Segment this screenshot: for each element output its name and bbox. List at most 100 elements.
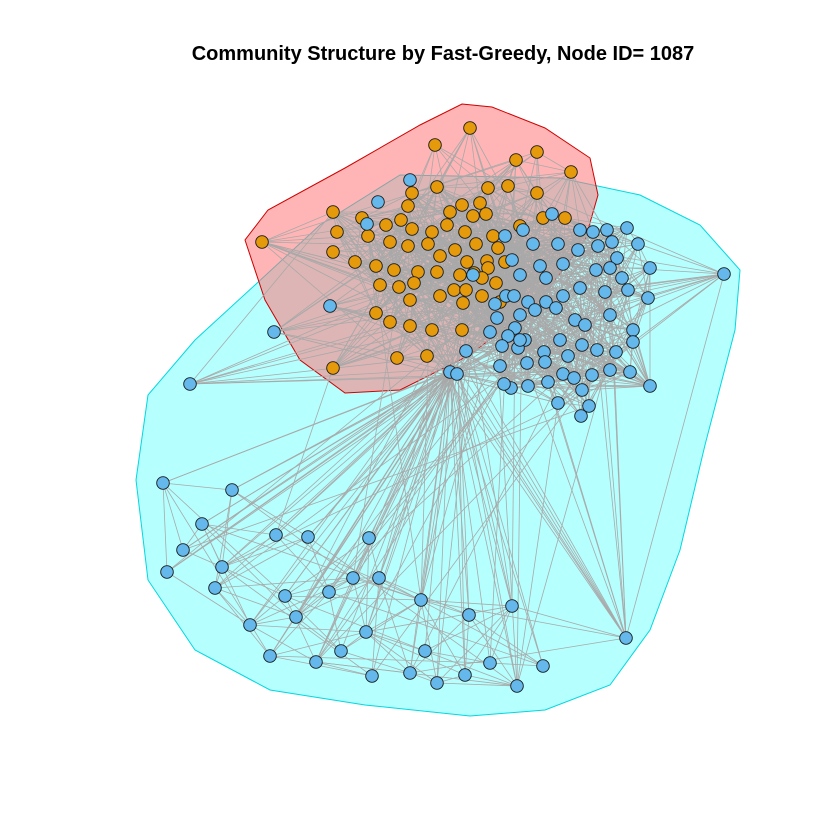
node-community-blue — [573, 281, 587, 295]
edge — [368, 537, 380, 579]
edge — [269, 591, 330, 657]
node-community-blue — [623, 365, 637, 379]
node-community-orange — [455, 323, 469, 337]
edge — [166, 265, 541, 573]
node-community-blue — [556, 257, 570, 271]
edge — [295, 616, 342, 652]
edge — [249, 624, 317, 663]
edge — [182, 269, 597, 551]
edge — [182, 371, 451, 551]
edge — [315, 577, 380, 663]
node-community-blue — [225, 483, 239, 497]
node-community-blue — [539, 295, 553, 309]
edge — [284, 537, 370, 597]
edge — [365, 367, 459, 633]
node-community-blue — [156, 476, 170, 490]
edge — [409, 299, 428, 357]
node-community-blue — [538, 355, 552, 369]
node-community-blue — [526, 237, 540, 251]
edge — [417, 271, 627, 639]
edge — [329, 305, 463, 331]
edge — [332, 286, 400, 369]
node-community-blue — [372, 571, 386, 585]
node-community-orange — [433, 249, 447, 263]
node-community-blue — [458, 668, 472, 682]
edge — [489, 159, 517, 664]
node-community-blue — [578, 318, 592, 332]
edge — [315, 351, 617, 663]
node-community-blue — [573, 223, 587, 237]
node-community-blue — [450, 367, 464, 381]
node-community-blue — [582, 399, 596, 413]
edge — [562, 295, 575, 379]
node-community-blue — [600, 223, 614, 237]
edge — [609, 314, 651, 387]
edge — [328, 577, 380, 593]
edge — [275, 371, 451, 536]
node-community-blue — [539, 271, 553, 285]
edge — [329, 305, 590, 407]
edge — [424, 605, 513, 652]
edge — [261, 225, 521, 243]
node-community-blue — [430, 676, 444, 690]
edge — [557, 273, 725, 404]
node-community-blue — [603, 261, 617, 275]
edge — [332, 231, 433, 369]
edge — [365, 263, 564, 633]
node-community-orange — [558, 211, 572, 225]
node-community-orange — [466, 209, 480, 223]
node-community-orange — [455, 198, 469, 212]
edge — [456, 365, 501, 375]
edge — [436, 186, 489, 189]
node-community-blue — [615, 271, 629, 285]
edge — [367, 235, 395, 271]
node-community-orange — [348, 255, 362, 269]
node-community-orange — [394, 213, 408, 227]
edge — [261, 241, 611, 371]
node-community-blue — [289, 610, 303, 624]
node-community-blue — [620, 221, 634, 235]
edge — [189, 329, 433, 385]
edge — [354, 228, 413, 263]
edge — [420, 599, 466, 676]
edge — [544, 361, 590, 407]
edge — [214, 577, 354, 589]
edge — [591, 269, 597, 376]
edge — [332, 329, 463, 369]
edge — [375, 243, 429, 267]
node-community-blue — [603, 363, 617, 377]
edge — [275, 367, 459, 536]
edge — [434, 144, 481, 204]
node-community-orange — [481, 261, 495, 275]
node-community-blue — [483, 656, 497, 670]
edge — [332, 284, 381, 369]
node-community-blue — [631, 237, 645, 251]
edge — [269, 274, 521, 657]
edge — [625, 273, 725, 639]
edge — [307, 367, 459, 538]
edge — [507, 171, 572, 187]
node-community-blue — [362, 531, 376, 545]
edge — [269, 631, 367, 657]
edge — [332, 211, 377, 267]
node-community-blue — [215, 560, 229, 574]
edge — [464, 674, 518, 687]
edge — [284, 595, 426, 652]
edge — [564, 217, 628, 229]
edge — [581, 341, 634, 346]
node-community-orange — [481, 181, 495, 195]
edge — [516, 229, 524, 687]
edge — [340, 650, 411, 674]
edge — [295, 229, 608, 618]
node-community-orange — [326, 361, 340, 375]
edge — [457, 367, 627, 639]
node-community-blue — [521, 379, 535, 393]
edge — [249, 595, 286, 626]
node-community-blue — [176, 543, 190, 557]
edge — [409, 367, 459, 674]
node-community-blue — [626, 335, 640, 349]
edge — [336, 211, 451, 233]
edge — [332, 192, 538, 369]
node-community-orange — [425, 323, 439, 337]
node-community-blue — [626, 323, 640, 337]
